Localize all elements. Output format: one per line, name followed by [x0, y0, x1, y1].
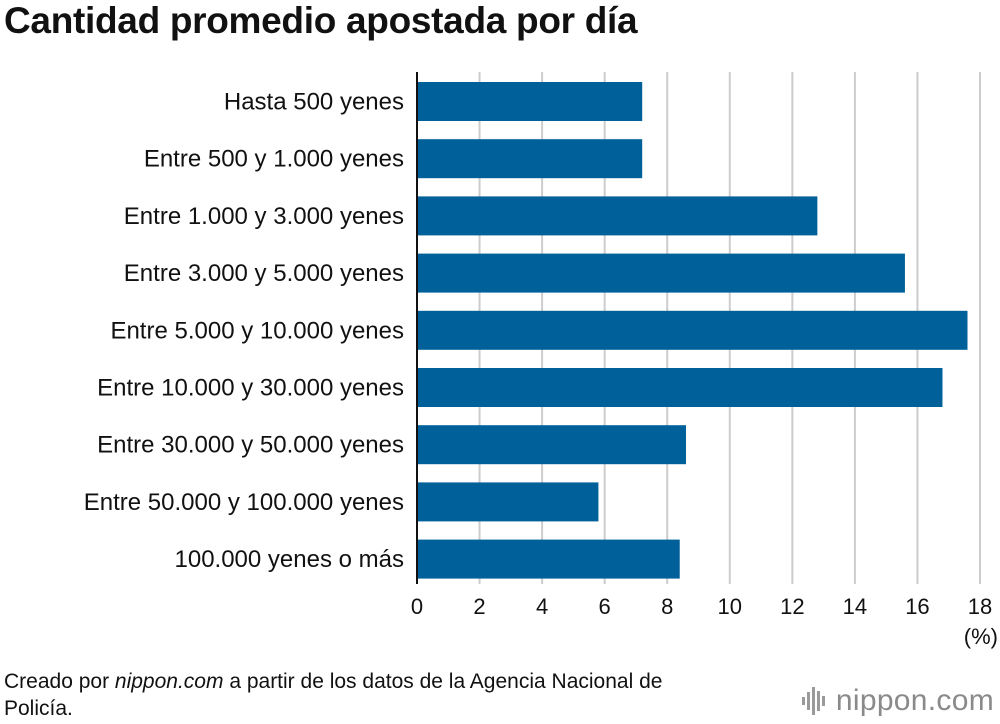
category-label: Entre 1.000 y 3.000 yenes	[124, 203, 404, 230]
brand-dot: .	[927, 684, 937, 717]
chart-title: Cantidad promedio apostada por día	[4, 0, 638, 41]
bar	[417, 196, 818, 236]
x-tick-label: 4	[536, 594, 548, 619]
nippon-logo: nippon.com	[801, 684, 994, 718]
source-credit: Creado por nippon.com a partir de los da…	[4, 668, 684, 722]
x-tick-label: 16	[905, 594, 929, 619]
x-axis: 0 2 4 6 8 10 12 14 16 18 (%)	[411, 72, 998, 649]
category-labels: Hasta 500 yenes Entre 500 y 1.000 yenes En…	[84, 89, 404, 574]
credit-prefix: Creado por	[4, 670, 115, 693]
bar	[417, 425, 686, 465]
category-label: Entre 3.000 y 5.000 yenes	[124, 260, 404, 287]
category-label: Entre 50.000 y 100.000 yenes	[84, 489, 404, 516]
brand-name: nippon	[835, 684, 928, 717]
bar	[417, 310, 968, 350]
category-label: Entre 10.000 y 30.000 yenes	[97, 375, 404, 402]
category-label: Entre 30.000 y 50.000 yenes	[97, 432, 404, 459]
x-tick-label: 14	[843, 594, 867, 619]
brand-domain: com	[936, 684, 994, 717]
bar	[417, 82, 643, 121]
sound-wave-icon	[801, 687, 825, 715]
category-label: Entre 5.000 y 10.000 yenes	[110, 317, 404, 344]
brand-wordmark: nippon.com	[836, 684, 994, 718]
category-label: Hasta 500 yenes	[224, 89, 404, 116]
x-tick-label: 6	[599, 594, 611, 619]
bar	[417, 482, 599, 522]
category-label: 100.000 yenes o más	[175, 546, 405, 573]
credit-suffix: a partir de los datos de la Agencia Naci…	[4, 670, 663, 720]
bar-chart: Hasta 500 yenes Entre 500 y 1.000 yenes En…	[84, 72, 998, 649]
bar	[417, 139, 643, 179]
x-tick-label: 10	[718, 594, 742, 619]
x-unit-label: (%)	[964, 624, 998, 649]
x-tick-label: 0	[411, 594, 423, 619]
x-tick-label: 8	[661, 594, 673, 619]
bar	[417, 539, 680, 579]
bar	[417, 253, 905, 293]
x-tick-label: 12	[780, 594, 804, 619]
x-tick-label: 18	[968, 594, 992, 619]
bar	[417, 368, 943, 407]
x-tick-label: 2	[473, 594, 485, 619]
category-label: Entre 500 y 1.000 yenes	[144, 146, 404, 173]
credit-source: nippon.com	[114, 670, 224, 693]
bars	[417, 82, 968, 579]
